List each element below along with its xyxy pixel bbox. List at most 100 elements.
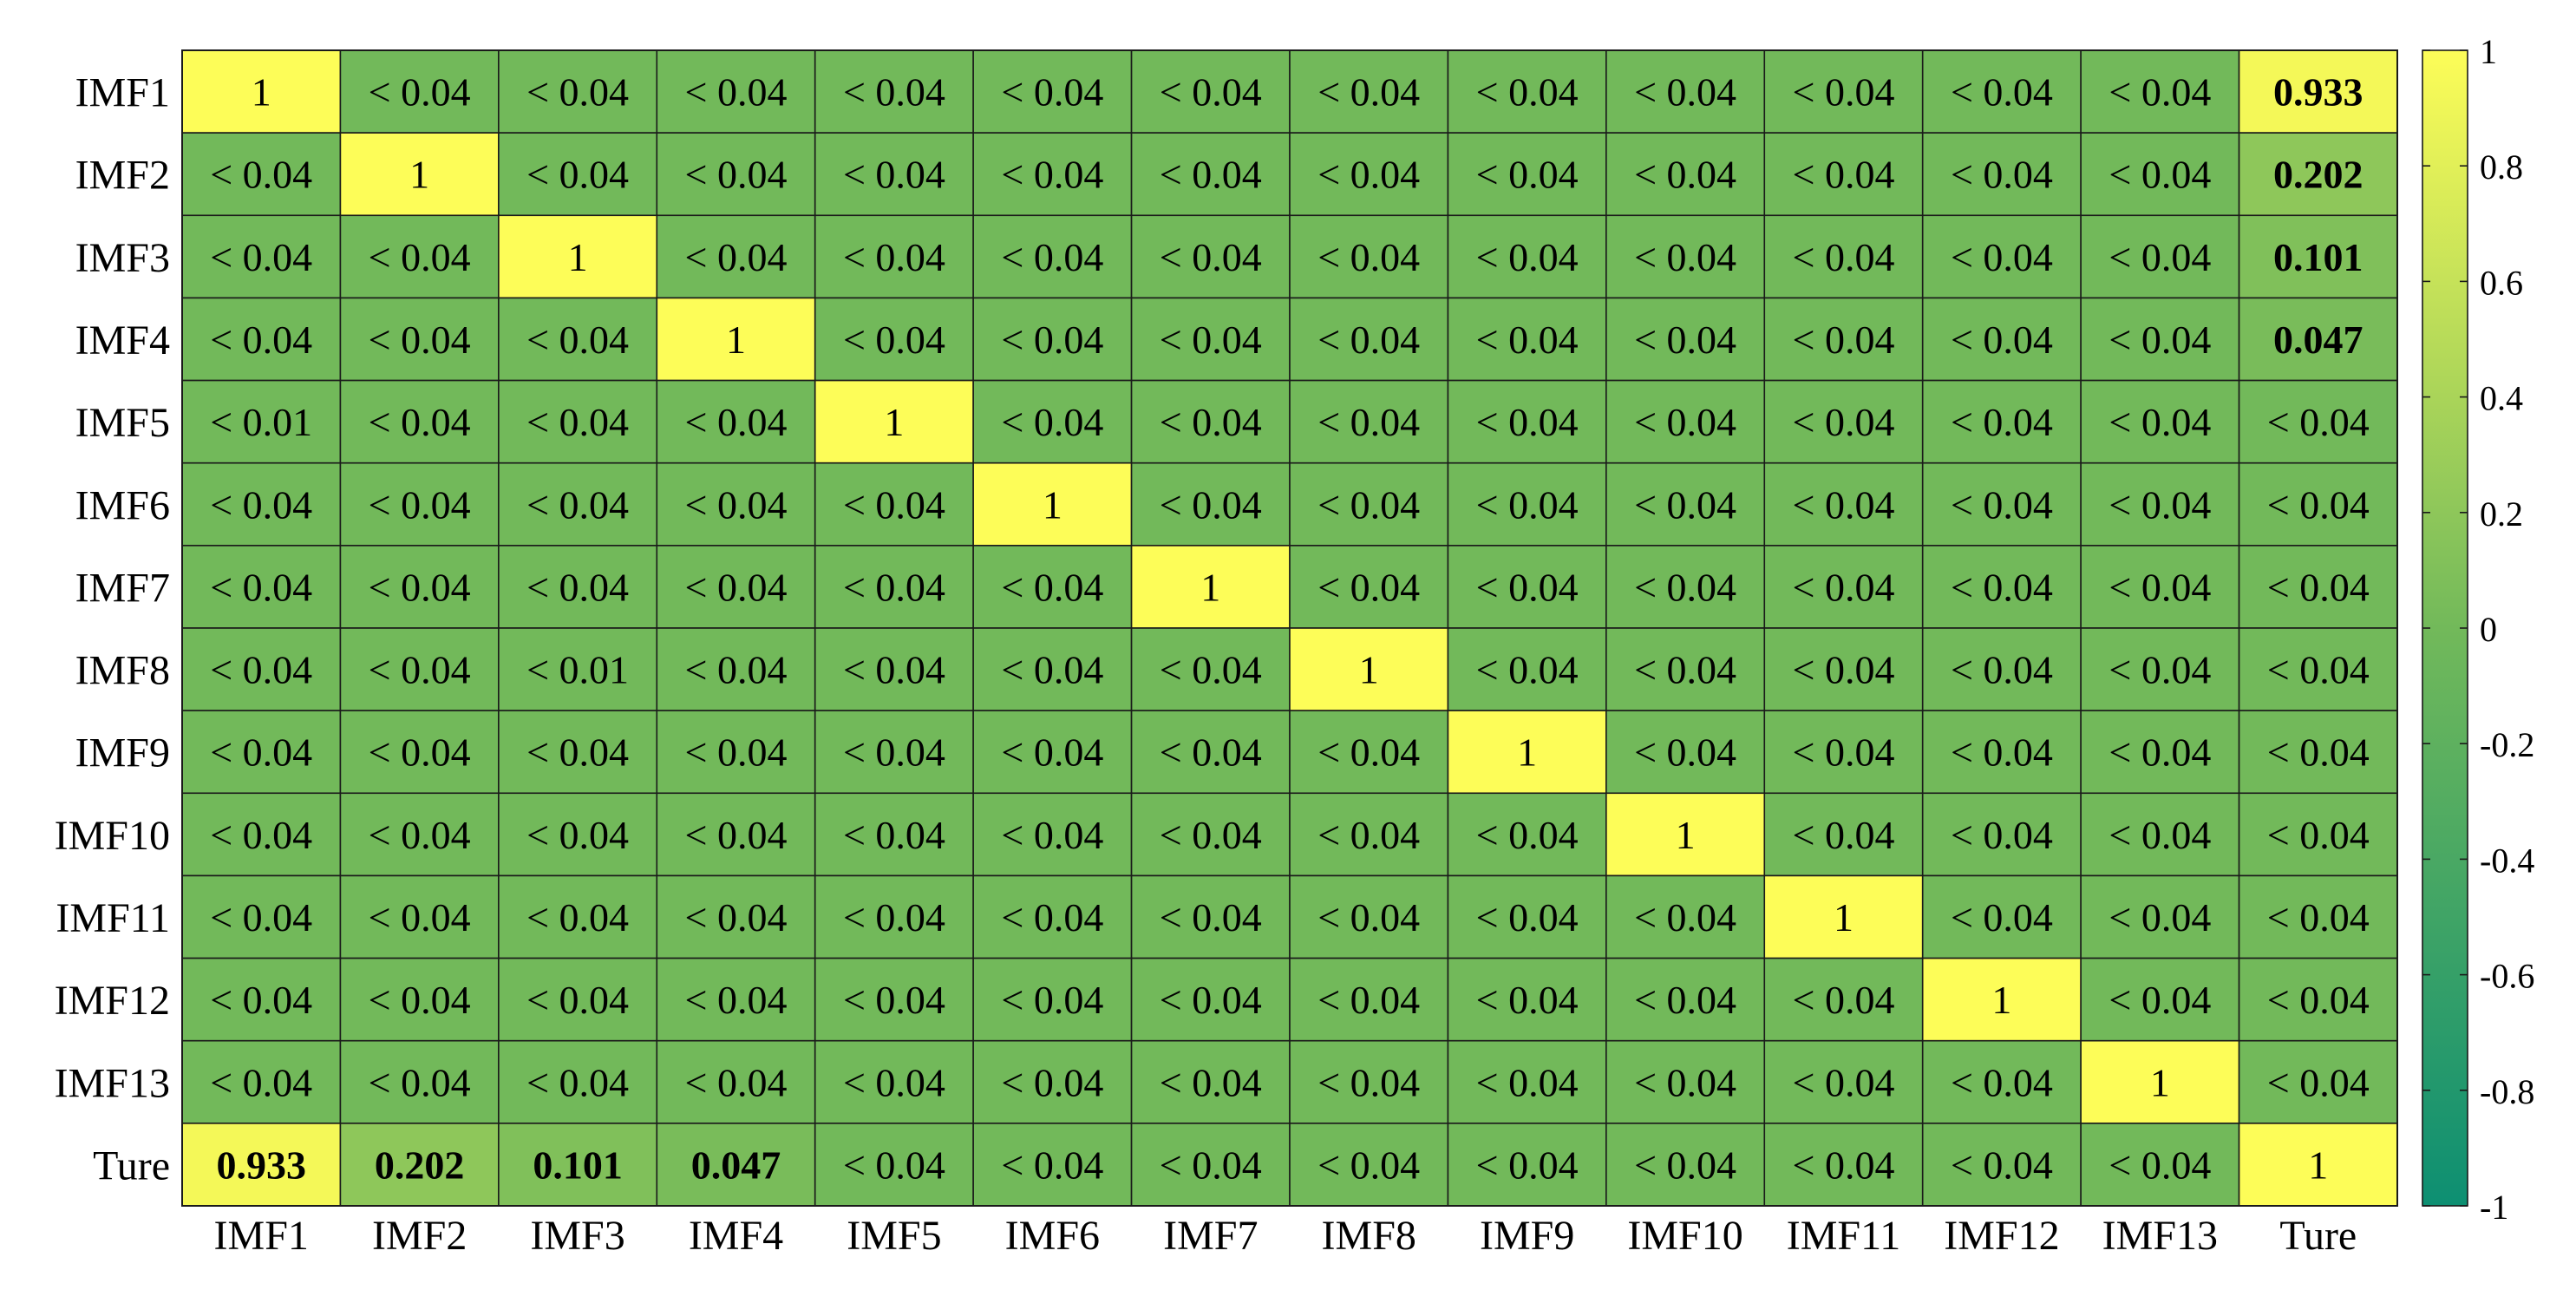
cell-value-label: < 0.04: [843, 730, 945, 775]
heatmap-cell: [2238, 462, 2398, 547]
heatmap-cell: [2238, 1039, 2398, 1124]
cell-value-label: < 0.04: [843, 482, 945, 527]
row-labels: IMF1 IMF2 IMF3 IMF4 IMF5 IMF6 IMF7 IMF8 IMF9 IMF1…: [55, 70, 170, 1189]
cell-value-label: < 0.04: [1476, 648, 1579, 692]
heatmap-cell: [181, 49, 342, 134]
cell-value-label: < 0.04: [369, 565, 471, 609]
cell-value-label: < 0.04: [685, 235, 788, 279]
cell-value-label: < 0.04: [1001, 813, 1103, 857]
cell-value-label: < 0.04: [843, 895, 945, 940]
heatmap-cell: [1921, 379, 2082, 464]
column-label: IMF11: [1787, 1213, 1901, 1259]
heatmap-cell: [2080, 710, 2240, 795]
cell-value-label: < 0.04: [1160, 482, 1262, 527]
cell-value-label: < 0.01: [210, 400, 312, 444]
cell-value-label: < 0.04: [1634, 895, 1736, 940]
heatmap-cell: [2238, 957, 2398, 1042]
heatmap-cell: [498, 792, 658, 877]
cell-value-label: < 0.04: [1634, 235, 1736, 279]
heatmap-cell: [1130, 545, 1291, 629]
cell-value-label: < 0.04: [843, 813, 945, 857]
cell-value-label: < 0.04: [1951, 648, 2053, 692]
cell-value-label: < 0.04: [210, 895, 312, 940]
heatmap-cell: [656, 49, 816, 134]
heatmap-cell: [339, 792, 500, 877]
heatmap-cell: [2238, 545, 2398, 629]
cell-value-label: < 0.04: [1634, 482, 1736, 527]
row-label: IMF2: [75, 153, 170, 199]
cell-value-label: < 0.04: [1951, 318, 2053, 362]
cell-value-label: < 0.04: [1951, 153, 2053, 197]
heatmap-cell: [1289, 792, 1449, 877]
heatmap-cell: [1763, 214, 1924, 299]
heatmap-cell: [181, 297, 342, 382]
heatmap-cell: [339, 462, 500, 547]
cell-value-label: < 0.04: [1476, 565, 1579, 609]
cell-value-label: < 0.04: [1634, 70, 1736, 115]
cell-value-label: < 0.04: [1793, 1060, 1895, 1104]
colorbar-tick-label: 0.2: [2480, 494, 2523, 534]
cell-value-label: < 0.04: [1001, 1060, 1103, 1104]
cell-value-label: < 0.04: [1160, 235, 1262, 279]
cell-value-label: < 0.04: [1793, 565, 1895, 609]
cell-value-label: < 0.04: [369, 318, 471, 362]
heatmap-cell: [1447, 627, 1607, 711]
heatmap-cell: [1921, 214, 2082, 299]
heatmap-cell: [972, 874, 1133, 959]
cell-value-label: < 0.04: [2109, 482, 2211, 527]
cell-value-label: < 0.04: [2109, 235, 2211, 279]
heatmap-cell: [1605, 379, 1766, 464]
cell-value-label: < 0.04: [1001, 318, 1103, 362]
column-label: IMF9: [1480, 1213, 1574, 1259]
cell-value-label: 1: [884, 400, 904, 444]
heatmap-cell: [972, 627, 1133, 711]
column-label: IMF2: [372, 1213, 467, 1259]
cell-value-label: < 0.04: [369, 1060, 471, 1104]
heatmap-cell: [181, 957, 342, 1042]
cell-value-label: < 0.04: [526, 978, 629, 1022]
cell-value-label: < 0.04: [210, 1060, 312, 1104]
cell-value-label: < 0.04: [1160, 648, 1262, 692]
cell-value-label: < 0.04: [1160, 400, 1262, 444]
cell-value-label: < 0.04: [1160, 895, 1262, 940]
heatmap-cell: [1921, 462, 2082, 547]
cell-value-label: < 0.04: [843, 235, 945, 279]
cell-value-label: < 0.04: [2109, 565, 2211, 609]
heatmap-cell: [339, 132, 500, 217]
heatmap-cell: [2080, 1039, 2240, 1124]
heatmap-cell: [1130, 214, 1291, 299]
heatmap-frame: [181, 49, 2398, 1207]
cell-value-label: < 0.04: [2267, 730, 2370, 775]
row-label: IMF1: [75, 70, 170, 116]
heatmap-cell: [2238, 874, 2398, 959]
heatmap-cell: [814, 1123, 974, 1207]
heatmap-cell: [1763, 132, 1924, 217]
column-labels: IMF1 IMF2 IMF3 IMF4 IMF5 IMF6 IMF7 IMF8 IMF9 IMF1…: [214, 1213, 2357, 1259]
cell-value-label: < 0.04: [210, 813, 312, 857]
colorbar-tick-label: 1: [2480, 32, 2497, 71]
row-label: Ture: [93, 1143, 170, 1188]
cell-value-label: < 0.04: [1001, 565, 1103, 609]
cell-value-label: < 0.04: [1793, 318, 1895, 362]
cell-value-label: < 0.04: [2267, 813, 2370, 857]
cell-value-label: < 0.04: [1634, 730, 1736, 775]
cell-value-label: < 0.04: [1793, 978, 1895, 1022]
column-label: Ture: [2279, 1213, 2357, 1259]
heatmap-cell: [1289, 874, 1449, 959]
heatmap-cell: [498, 957, 658, 1042]
heatmap-cell: [1447, 132, 1607, 217]
heatmap-cell: [339, 957, 500, 1042]
cell-value-label: < 0.04: [1951, 1143, 2053, 1187]
heatmap-cell: [1921, 874, 2082, 959]
heatmap-cell: [814, 297, 974, 382]
column-label: IMF10: [1627, 1213, 1742, 1259]
heatmap-cell: [498, 297, 658, 382]
heatmap-cell: [972, 792, 1133, 877]
heatmap-cell: [972, 132, 1133, 217]
cell-value-label: < 0.04: [1317, 813, 1420, 857]
cell-value-label: 0.047: [2273, 318, 2364, 362]
heatmap-cell: [656, 792, 816, 877]
cell-value-label: < 0.04: [1160, 730, 1262, 775]
row-label: IMF10: [55, 813, 170, 859]
cell-value-label: < 0.04: [1001, 648, 1103, 692]
